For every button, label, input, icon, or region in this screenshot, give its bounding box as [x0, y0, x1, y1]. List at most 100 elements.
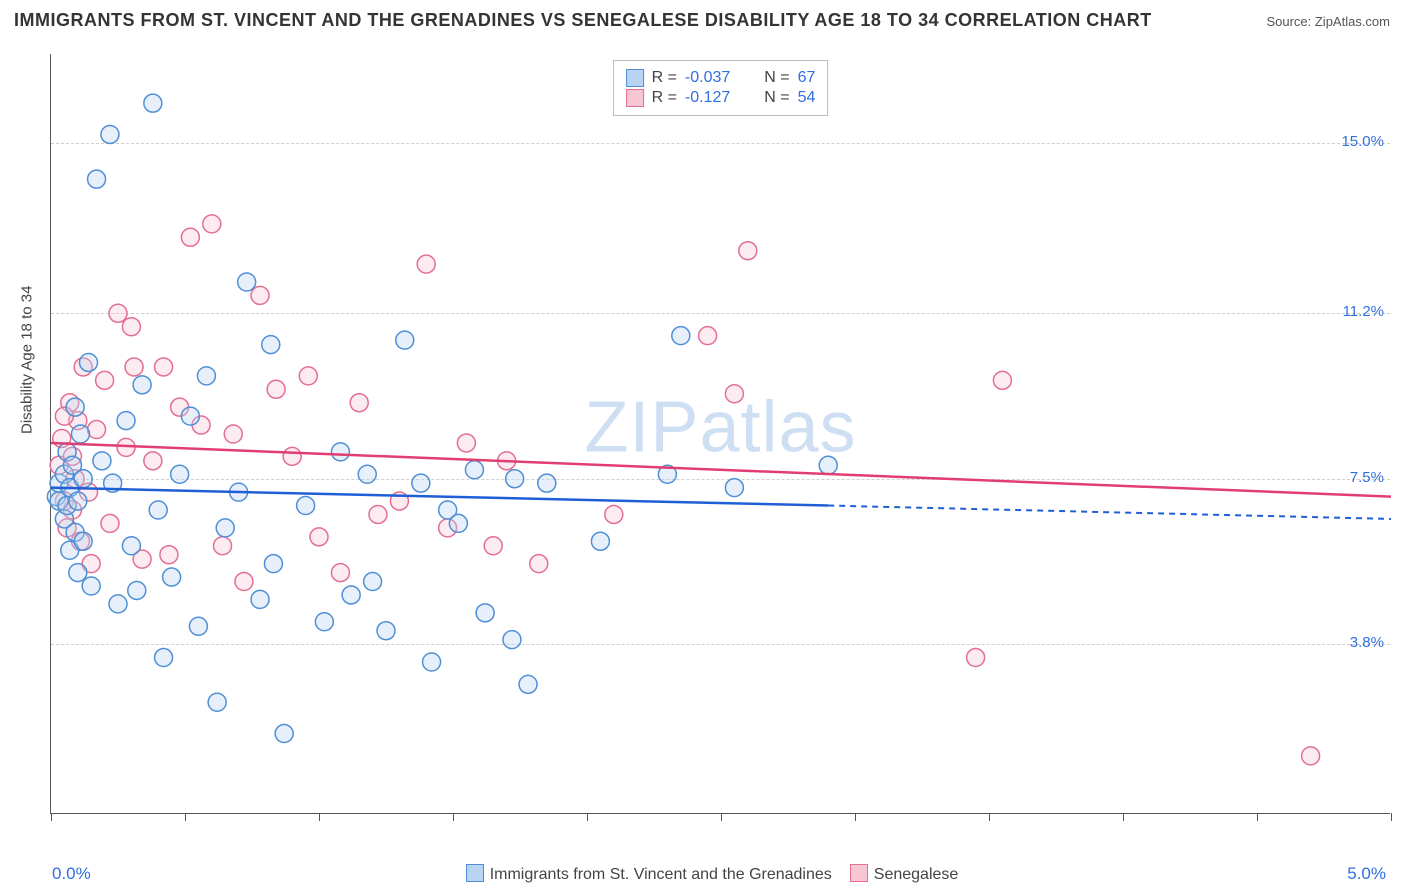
data-point: [125, 358, 143, 376]
data-point: [203, 215, 221, 233]
data-point: [350, 394, 368, 412]
trend-line: [51, 488, 828, 506]
x-tick: [51, 813, 52, 821]
data-point: [71, 425, 89, 443]
data-point: [189, 617, 207, 635]
data-point: [519, 675, 537, 693]
data-point: [423, 653, 441, 671]
data-point: [299, 367, 317, 385]
data-point: [993, 371, 1011, 389]
n-label: N =: [764, 69, 789, 87]
y-axis-label: Disability Age 18 to 34: [19, 285, 36, 433]
data-point: [109, 595, 127, 613]
data-point: [160, 546, 178, 564]
legend-series-label: Immigrants from St. Vincent and the Gren…: [490, 866, 832, 883]
stat-legend-row: R = -0.037 N = 67: [626, 69, 816, 87]
data-point: [74, 470, 92, 488]
data-point: [163, 568, 181, 586]
chart-title: IMMIGRANTS FROM ST. VINCENT AND THE GREN…: [14, 10, 1152, 31]
data-point: [171, 465, 189, 483]
data-point: [214, 537, 232, 555]
x-tick: [453, 813, 454, 821]
data-point: [133, 376, 151, 394]
x-tick: [1123, 813, 1124, 821]
r-label: R =: [652, 69, 677, 87]
legend-swatch: [626, 69, 644, 87]
data-point: [181, 407, 199, 425]
data-point: [275, 725, 293, 743]
data-point: [739, 242, 757, 260]
n-value: 67: [798, 69, 816, 87]
plot-area: 15.0%11.2%7.5%3.8% Disability Age 18 to …: [50, 54, 1390, 814]
data-point: [216, 519, 234, 537]
data-point: [109, 304, 127, 322]
data-point: [331, 564, 349, 582]
data-point: [66, 398, 84, 416]
data-point: [819, 456, 837, 474]
data-point: [465, 461, 483, 479]
data-point: [238, 273, 256, 291]
stat-legend-row: R = -0.127 N = 54: [626, 89, 816, 107]
data-point: [235, 573, 253, 591]
trend-line: [828, 506, 1391, 519]
n-value: 54: [798, 89, 816, 107]
data-point: [591, 532, 609, 550]
data-point: [364, 573, 382, 591]
data-point: [342, 586, 360, 604]
data-point: [251, 286, 269, 304]
x-tick: [1257, 813, 1258, 821]
data-point: [530, 555, 548, 573]
data-point: [264, 555, 282, 573]
data-point: [82, 577, 100, 595]
source-attribution: Source: ZipAtlas.com: [1266, 14, 1390, 29]
data-point: [117, 412, 135, 430]
data-point: [672, 327, 690, 345]
data-point: [457, 434, 475, 452]
x-tick: [721, 813, 722, 821]
data-point: [101, 125, 119, 143]
data-point: [503, 631, 521, 649]
x-tick: [855, 813, 856, 821]
data-point: [144, 94, 162, 112]
n-label: N =: [764, 89, 789, 107]
data-point: [144, 452, 162, 470]
data-point: [224, 425, 242, 443]
data-point: [283, 447, 301, 465]
data-point: [208, 693, 226, 711]
r-label: R =: [652, 89, 677, 107]
data-point: [101, 514, 119, 532]
data-point: [197, 367, 215, 385]
data-point: [155, 649, 173, 667]
data-point: [267, 380, 285, 398]
data-point: [484, 537, 502, 555]
data-point: [506, 470, 524, 488]
data-point: [449, 514, 467, 532]
data-point: [297, 497, 315, 515]
data-point: [80, 353, 98, 371]
data-point: [122, 537, 140, 555]
data-point: [358, 465, 376, 483]
data-point: [69, 564, 87, 582]
source-prefix: Source:: [1266, 14, 1314, 29]
data-point: [369, 505, 387, 523]
x-tick: [319, 813, 320, 821]
r-value: -0.037: [685, 69, 730, 87]
data-point: [310, 528, 328, 546]
data-point: [88, 421, 106, 439]
x-tick: [185, 813, 186, 821]
data-point: [396, 331, 414, 349]
data-point: [331, 443, 349, 461]
legend-series-label: Senegalese: [874, 866, 959, 883]
data-point: [417, 255, 435, 273]
trend-line: [51, 443, 1391, 497]
data-point: [262, 336, 280, 354]
r-value: -0.127: [685, 89, 730, 107]
data-point: [1302, 747, 1320, 765]
data-point: [122, 318, 140, 336]
data-point: [967, 649, 985, 667]
legend-swatch: [626, 89, 644, 107]
data-point: [96, 371, 114, 389]
data-point: [412, 474, 430, 492]
data-point: [538, 474, 556, 492]
legend-swatch: [466, 864, 484, 882]
